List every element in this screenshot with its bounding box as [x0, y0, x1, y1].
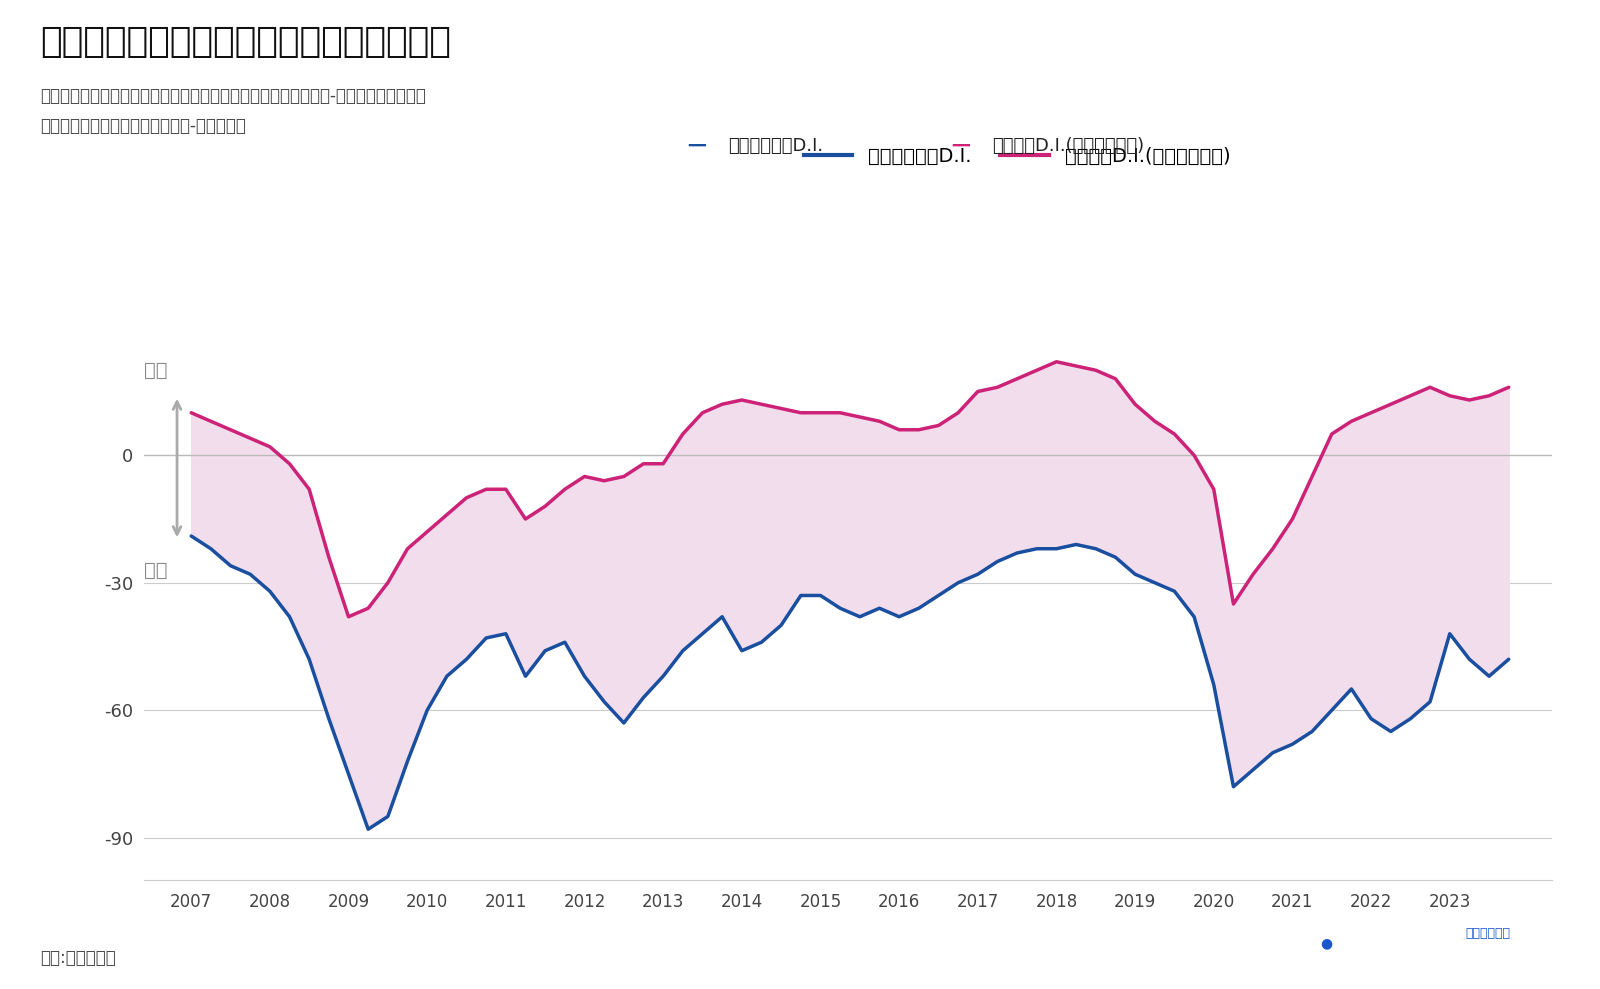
Text: 悪い: 悪い: [144, 561, 168, 580]
Text: ●: ●: [1320, 936, 1333, 950]
Text: 家計の景況感D.I.: 家計の景況感D.I.: [728, 137, 822, 155]
Text: 企業と家計の景況感における差は拡大傾向: 企業と家計の景況感における差は拡大傾向: [40, 25, 451, 58]
Text: 業況判断の回答割合差（「良い」-「悪い」）: 業況判断の回答割合差（「良い」-「悪い」）: [40, 117, 246, 135]
Text: 業況判断D.I.(企業の景況感): 業況判断D.I.(企業の景況感): [992, 137, 1144, 155]
Text: 景況感（現在、前年対比）に関する回答割合差（「良くなった」-「悪くなった」）、: 景況感（現在、前年対比）に関する回答割合差（「良くなった」-「悪くなった」）、: [40, 87, 426, 105]
Text: ─: ─: [688, 133, 704, 160]
Legend: 家計の景況感D.I., 業況判断D.I.(企業の景況感): 家計の景況感D.I., 業況判断D.I.(企業の景況感): [795, 139, 1238, 174]
Text: 良い: 良い: [144, 361, 168, 380]
Text: ─: ─: [952, 133, 968, 160]
Text: 出所:日本銀行。: 出所:日本銀行。: [40, 949, 115, 967]
Text: インディード: インディード: [1466, 927, 1510, 940]
Text: indeed: indeed: [1363, 944, 1533, 987]
